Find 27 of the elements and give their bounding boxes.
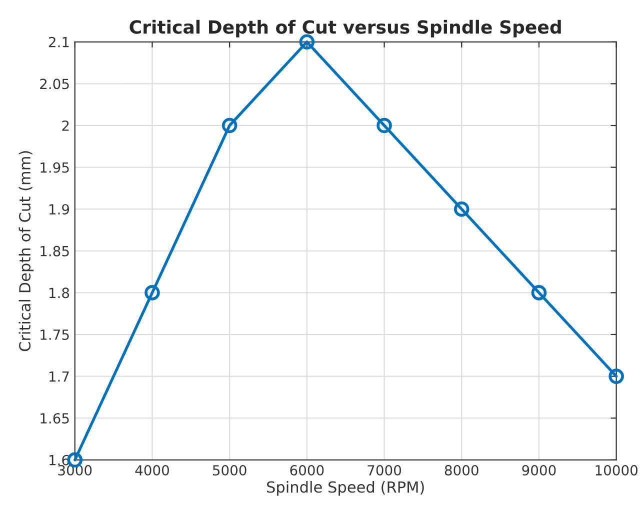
y-tick-label: 2 [62,120,69,131]
x-tick-label: 6000 [290,465,324,476]
x-tick-label: 4000 [135,465,169,476]
y-tick-label: 1.7 [49,371,69,382]
y-axis-title: Critical Depth of Cut (mm) [18,151,34,352]
y-tick-label: 2.05 [40,78,69,90]
y-tick-label: 2.1 [48,36,69,48]
point [608,368,624,384]
y-tick-label: 1.95 [40,162,69,173]
y-tick-label: 1.75 [40,330,69,340]
point [222,118,238,134]
point [531,285,547,300]
y-tick-label: 1.65 [40,413,69,424]
x-axis-title: Spindle Speed (RPM) [267,480,424,496]
x-tick-label: 9000 [522,465,556,476]
x-tick-label: 8000 [444,465,478,476]
x-tick-label: 10000 [596,465,638,476]
y-tick-label: 1.8 [49,288,70,298]
chart-title: Critical Depth of Cut versus Spindle Speed [130,20,561,38]
point [376,118,392,134]
point [144,285,160,300]
y-tick-label: 1.9 [49,204,70,215]
point [299,34,315,50]
point [454,201,470,217]
x-tick-label: 5000 [212,465,246,476]
y-tick-label: 1.85 [40,246,69,256]
x-tick-label: 7000 [368,465,402,476]
